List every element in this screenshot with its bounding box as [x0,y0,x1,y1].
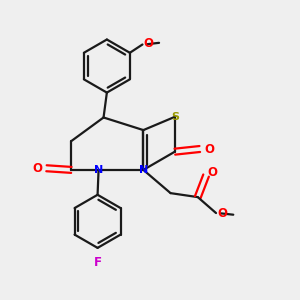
Text: O: O [144,37,154,50]
Text: O: O [204,142,214,155]
Text: O: O [208,166,218,179]
Text: O: O [32,162,42,175]
Text: F: F [94,256,102,269]
Text: N: N [139,165,148,175]
Text: S: S [171,112,179,122]
Text: N: N [94,165,103,175]
Text: O: O [218,207,227,220]
